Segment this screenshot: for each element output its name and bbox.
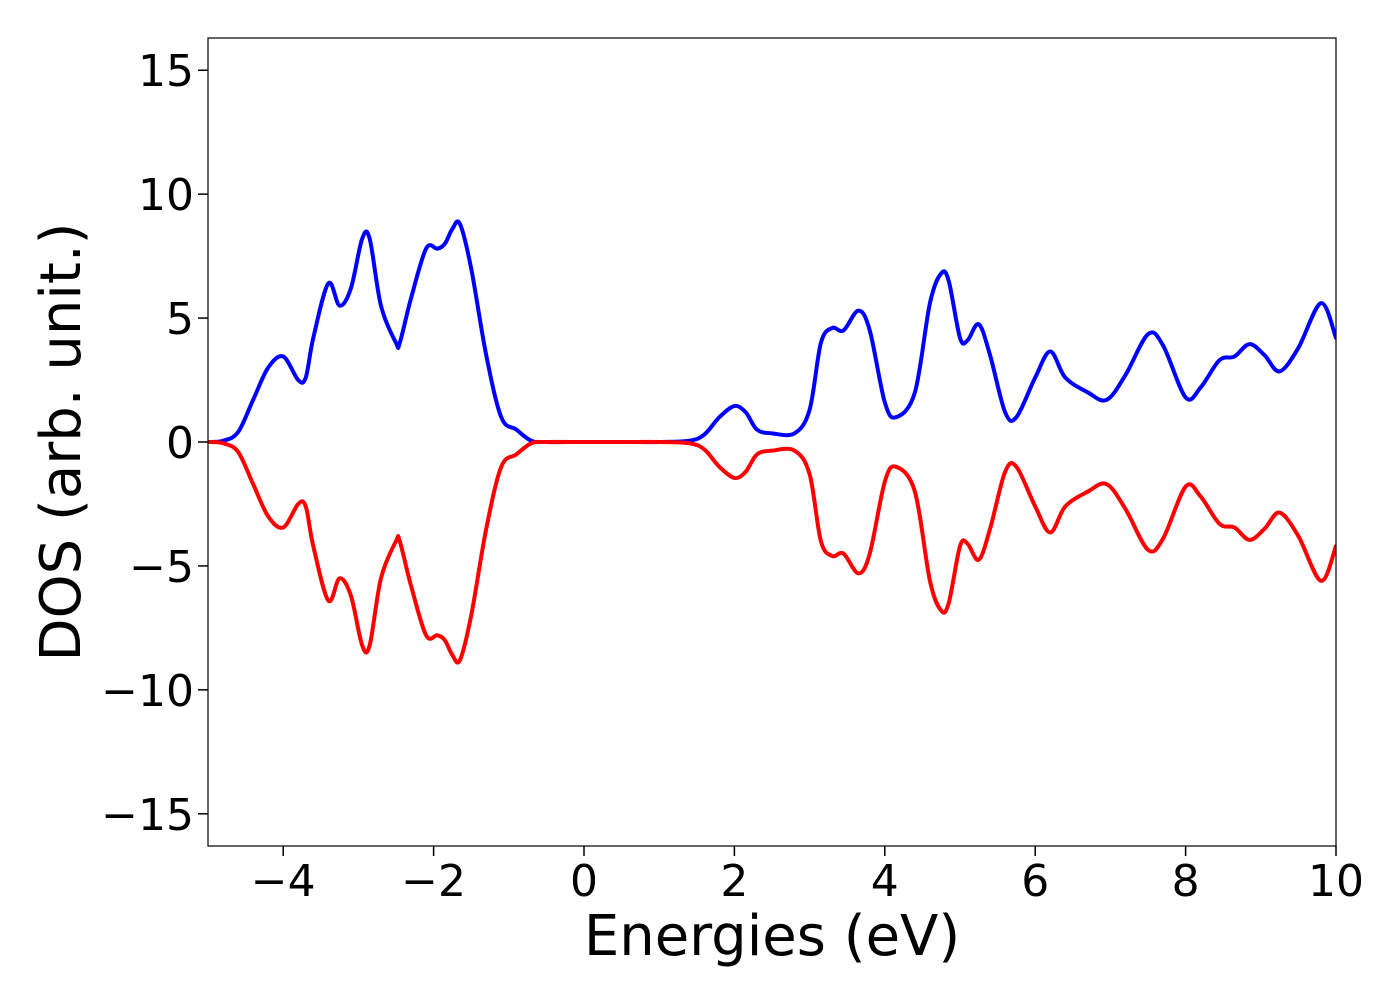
plot-frame [207, 37, 1337, 847]
x-tick-label: 2 [720, 856, 748, 907]
x-tick-label: −2 [401, 856, 466, 907]
x-tick-label: 4 [871, 856, 899, 907]
y-tick-label: −5 [129, 542, 194, 593]
x-axis-label: Energies (eV) [584, 904, 960, 969]
series-line-2 [208, 439, 1336, 665]
y-tick-label: −10 [101, 666, 194, 717]
x-axis: −4 −2 0 2 4 6 8 10 [251, 846, 1364, 907]
y-tick-label: −15 [101, 790, 194, 841]
x-tick-label: 10 [1308, 856, 1364, 907]
series-layer [208, 219, 1336, 665]
x-tick-label: 0 [570, 856, 598, 907]
x-tick-label: −4 [251, 856, 316, 907]
y-tick-label: 10 [138, 170, 194, 221]
y-axis-label: DOS (arb. unit.) [29, 222, 94, 661]
x-tick-label: 8 [1172, 856, 1200, 907]
y-tick-label: 15 [138, 46, 194, 97]
x-tick-label: 6 [1021, 856, 1049, 907]
series-line-1 [208, 219, 1336, 445]
y-axis: 15 10 5 0 −5 −10 −15 [101, 46, 208, 841]
y-tick-label: 5 [166, 294, 194, 345]
y-tick-label: 0 [166, 418, 194, 469]
